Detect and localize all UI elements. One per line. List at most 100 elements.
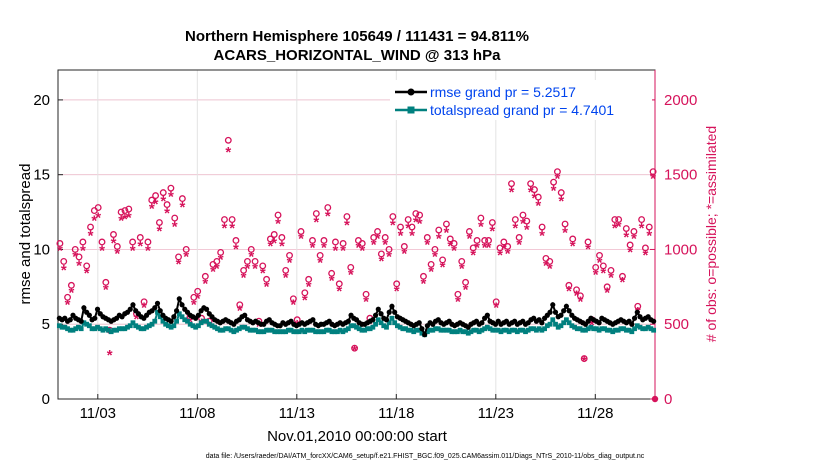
rmse-point (596, 320, 602, 326)
totalspread-point (335, 329, 340, 335)
rmse-point (195, 312, 201, 318)
assimilated-obs-point: * (214, 260, 220, 277)
assimilated-obs-point: * (88, 228, 94, 245)
x-tick-label: 11/23 (478, 405, 514, 422)
totalspread-point (95, 324, 100, 330)
assimilated-obs-point: * (84, 265, 90, 282)
assimilated-obs-point: * (298, 230, 304, 247)
totalspread-point (231, 329, 237, 335)
assimilated-obs-point: * (359, 242, 365, 259)
totalspread-point (223, 326, 229, 332)
totalspread-point (179, 314, 185, 320)
assimilated-obs-point: * (279, 238, 285, 255)
totalspread-point (84, 321, 90, 327)
y-left-tick-label: 15 (33, 167, 50, 184)
totalspread-point (59, 324, 65, 330)
totalspread-point (493, 327, 498, 333)
totalspread-point (307, 327, 313, 333)
totalspread-point (408, 327, 414, 333)
totalspread-point (236, 326, 242, 332)
possible-obs-point (492, 298, 500, 306)
assimilated-obs-point: * (107, 347, 113, 364)
totalspread-point (424, 329, 430, 335)
possible-obs-point (496, 244, 504, 252)
totalspread-point (419, 330, 425, 336)
y-right-tick-label: 1000 (664, 241, 697, 258)
rmse-point (67, 317, 73, 323)
assimilated-obs-point: * (524, 222, 530, 239)
rmse-point (81, 305, 87, 311)
possible-obs-point (213, 257, 221, 265)
assimilated-obs-point: * (57, 242, 63, 259)
totalspread-point (564, 317, 569, 323)
possible-obs-point (546, 257, 554, 265)
assimilated-obs-point: * (76, 257, 82, 274)
possible-obs-point (377, 250, 385, 258)
totalspread-point (544, 323, 550, 329)
possible-obs-point (175, 253, 182, 261)
possible-obs-point (397, 223, 404, 231)
possible-obs-point (351, 344, 359, 352)
assimilated-obs-point: * (145, 242, 151, 259)
possible-obs-point (67, 281, 75, 289)
assimilated-obs-point: * (252, 260, 258, 277)
gridlines (58, 70, 655, 399)
possible-obs-point (316, 251, 324, 259)
rmse-point (550, 302, 556, 308)
assimilated-obs-point: * (333, 242, 339, 259)
totalspread-point (122, 326, 128, 332)
totalspread-point (574, 326, 580, 332)
assimilated-obs-point: * (91, 213, 97, 230)
assimilated-obs-point: * (72, 248, 78, 265)
totalspread-point (204, 318, 209, 324)
totalspread-point (351, 323, 357, 329)
assimilated-obs-point: * (631, 230, 637, 247)
totalspread-point (599, 326, 605, 332)
totalspread-point (255, 329, 261, 335)
totalspread-point (283, 329, 289, 335)
totalspread-point (103, 326, 109, 332)
possible-obs-point (79, 238, 87, 246)
assimilated-obs-point: * (99, 242, 105, 259)
totalspread-point (106, 327, 111, 333)
rmse-point (383, 317, 390, 323)
possible-obs-point (523, 217, 531, 225)
totalspread-point (449, 329, 455, 335)
possible-obs-point (56, 240, 64, 247)
totalspread-point (370, 324, 376, 330)
totalspread-point (343, 327, 348, 333)
possible-obs-point (221, 216, 228, 223)
possible-obs-point (485, 237, 492, 244)
assimilated-obs-point: * (627, 244, 633, 261)
possible-obs-point (358, 240, 366, 247)
possible-obs-point (557, 189, 565, 197)
totalspread-point (326, 327, 332, 333)
rmse-point (370, 317, 376, 323)
possible-obs-point (129, 238, 137, 246)
possible-obs-point (247, 246, 255, 253)
assimilated-obs-point: * (264, 278, 270, 295)
y-axis-left-label: rmse and totalspread (17, 164, 34, 305)
totalspread-point (146, 323, 152, 329)
totalspread-point (195, 323, 201, 329)
assimilated-obs-point: * (451, 242, 457, 259)
totalspread-point (525, 327, 531, 333)
assimilated-obs-point: * (290, 296, 296, 313)
assimilated-obs-point: * (206, 319, 212, 336)
totalspread-point (56, 323, 62, 329)
possible-obs-point (217, 248, 225, 256)
rmse-point (375, 306, 381, 312)
assimilated-obs-point: * (520, 216, 526, 233)
possible-obs-point (171, 214, 179, 222)
totalspread-point (296, 329, 302, 335)
assimilated-obs-point: * (646, 228, 652, 245)
totalspread-point (482, 326, 488, 332)
totalspread-point (610, 329, 616, 335)
rmse-point (634, 309, 640, 315)
possible-obs-point (343, 213, 351, 221)
assimilated-obs-point: * (229, 220, 235, 237)
possible-obs-point (592, 263, 600, 271)
assimilated-obs-point: * (543, 257, 549, 274)
possible-obs-point (400, 243, 408, 250)
possible-obs-point (155, 219, 163, 226)
